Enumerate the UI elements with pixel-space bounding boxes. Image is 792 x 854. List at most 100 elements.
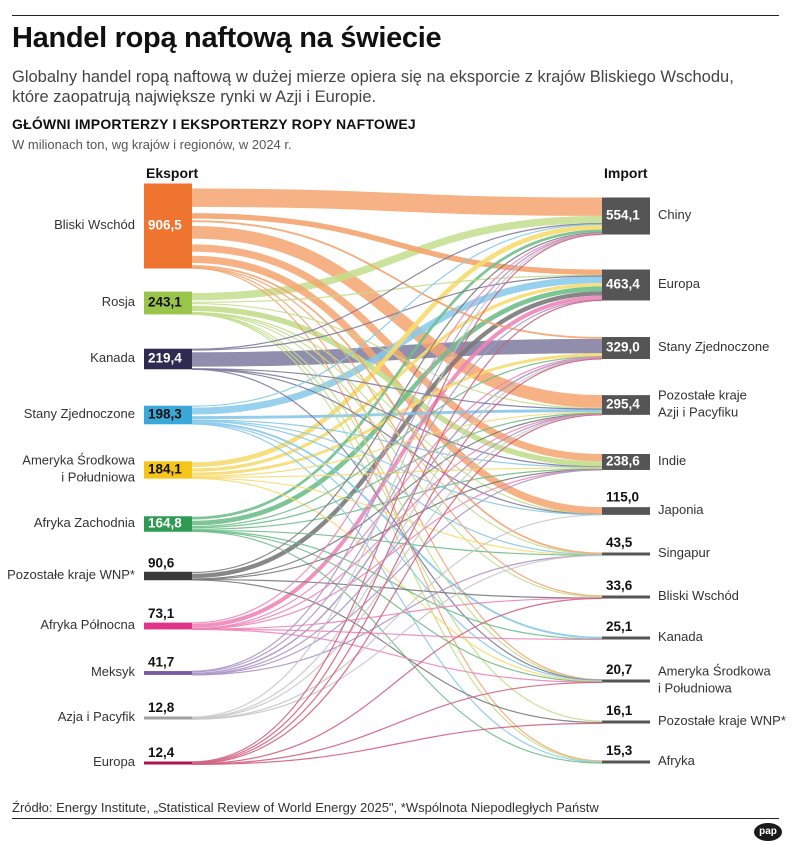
flow-europa-to-pozostale-kraje-azji-i-pacyfiku: [191, 414, 603, 765]
exporter-value-azja-i-pacyfik: 12,8: [148, 700, 175, 715]
flow-afryka-polnocna-to-kanada: [191, 628, 603, 641]
importer-bar-pozostale-kraje-wnp: [602, 720, 650, 724]
flow-ameryka-srodkowa-i-poludniowa-to-singapur: [191, 477, 603, 556]
importer-bar-chiny: [602, 197, 650, 235]
exporter-label-pozostale-kraje-wnp: Pozostałe kraje WNP*: [7, 567, 135, 582]
exporter-value-meksyk: 41,7: [148, 655, 174, 670]
importer-label-kanada: Kanada: [658, 629, 704, 644]
flow-meksyk-to-chiny: [191, 233, 603, 672]
importer-label-chiny: Chiny: [658, 207, 692, 222]
flow-afryka-zachodnia-to-europa: [191, 286, 603, 526]
flow-bliski-wschod-to-pozostale-kraje-azji-i-pacyfiku: [191, 225, 603, 408]
flow-afryka-zachodnia-to-kanada: [191, 530, 603, 640]
flow-bliski-wschod-to-stany-zjednoczone: [191, 220, 603, 339]
flow-stany-zjednoczone-to-japonia: [191, 419, 603, 516]
page-title: Handel ropą naftową na świecie: [12, 22, 442, 54]
page-subtitle: Globalny handel ropą naftową w dużej mie…: [12, 68, 734, 106]
exporter-value-stany-zjednoczone: 198,3: [148, 407, 182, 422]
importer-value-bliski-wschod: 33,6: [606, 578, 633, 593]
exporter-bar-kanada: [144, 348, 192, 370]
exporter-bar-afryka-zachodnia: [144, 516, 192, 532]
flow-stany-zjednoczone-to-ameryka-srodkowa-i-poludniowa: [191, 422, 603, 682]
flow-pozostale-kraje-wnp-to-pozostale-kraje-wnp: [191, 579, 603, 724]
flow-rosja-to-pozostale-kraje-azji-i-pacyfiku: [191, 302, 603, 410]
exporter-value-pozostale-kraje-wnp: 90,6: [148, 555, 175, 570]
importer-label-pozostale-kraje-wnp: Pozostałe kraje WNP*: [658, 713, 786, 728]
top-rule: [12, 15, 779, 16]
source-note: Źródło: Energy Institute, „Statistical R…: [12, 800, 599, 815]
exporter-bar-azja-i-pacyfik: [144, 716, 192, 720]
flow-azja-i-pacyfik-to-stany-zjednoczone: [191, 358, 603, 719]
flow-pozostale-kraje-wnp-to-chiny: [191, 232, 603, 574]
importer-value-pozostale-kraje-azji-i-pacyfiku: 295,4: [606, 397, 640, 412]
importer-bar-europa: [602, 269, 650, 301]
flow-afryka-polnocna-to-chiny: [191, 232, 603, 624]
importer-value-kanada: 25,1: [606, 619, 633, 634]
flow-bliski-wschod-to-chiny: [191, 188, 603, 216]
flow-bliski-wschod-to-europa: [191, 213, 603, 275]
flow-rosja-to-europa: [191, 274, 603, 303]
flow-afryka-polnocna-to-stany-zjednoczone: [191, 356, 603, 630]
flow-afryka-zachodnia-to-afryka: [191, 530, 603, 764]
flow-afryka-polnocna-to-ameryka-srodkowa-i-poludniowa: [191, 628, 603, 683]
importer-label-ameryka-srodkowa-i-poludniowa: Ameryka Środkowa i Południowa: [658, 664, 771, 696]
importers-heading: Import: [604, 165, 648, 181]
exporter-label-europa: Europa: [93, 754, 136, 769]
flow-rosja-to-pozostale-kraje-wnp: [191, 313, 603, 722]
importer-value-singapur: 43,5: [606, 535, 633, 550]
brand-logo: pap: [754, 823, 782, 841]
flow-meksyk-to-pozostale-kraje-azji-i-pacyfiku: [191, 413, 603, 676]
flow-meksyk-to-europa: [191, 299, 603, 673]
flow-bliski-wschod-to-ameryka-srodkowa-i-poludniowa: [191, 267, 603, 681]
flow-afryka-zachodnia-to-chiny: [191, 229, 603, 520]
importer-value-chiny: 554,1: [606, 208, 640, 223]
flow-ameryka-srodkowa-i-poludniowa-to-pozostale-kraje-azji-i-pacyfiku: [191, 411, 603, 477]
flow-kanada-to-chiny: [191, 223, 603, 350]
exporter-value-kanada: 219,4: [148, 351, 182, 366]
flow-bliski-wschod-to-singapur: [191, 265, 603, 555]
importer-label-indie: Indie: [658, 453, 686, 468]
flow-rosja-to-japonia: [191, 311, 603, 516]
importer-label-singapur: Singapur: [658, 545, 711, 560]
flow-bliski-wschod-to-bliski-wschod: [191, 266, 603, 597]
flow-azja-i-pacyfik-to-chiny: [191, 233, 603, 718]
importer-bar-ameryka-srodkowa-i-poludniowa: [602, 679, 650, 683]
importer-bar-afryka: [602, 760, 650, 764]
flow-europa-to-stany-zjednoczone: [191, 358, 603, 764]
nodes-layer: [144, 183, 650, 765]
flow-pozostale-kraje-wnp-to-indie: [191, 468, 603, 580]
flow-afryka-zachodnia-to-stany-zjednoczone: [191, 356, 603, 528]
flow-rosja-to-indie: [191, 305, 603, 467]
flow-ameryka-srodkowa-i-poludniowa-to-chiny: [191, 224, 603, 468]
importer-bar-singapur: [602, 552, 650, 556]
exporter-value-afryka-zachodnia: 164,8: [148, 516, 182, 531]
flow-bliski-wschod-to-indie: [191, 244, 603, 462]
exporter-value-europa: 12,4: [148, 745, 175, 760]
exporter-label-meksyk: Meksyk: [91, 664, 136, 679]
exporters-heading: Eksport: [146, 165, 198, 181]
flow-afryka-polnocna-to-indie: [191, 469, 603, 630]
flow-stany-zjednoczone-to-singapur: [191, 420, 603, 556]
flow-meksyk-to-singapur: [191, 554, 603, 676]
flows-layer: [191, 188, 603, 765]
flow-ameryka-srodkowa-i-poludniowa-to-europa: [191, 283, 603, 472]
flow-bliski-wschod-to-afryka: [191, 267, 603, 762]
flow-stany-zjednoczone-to-afryka: [191, 423, 603, 763]
importer-value-indie: 238,6: [606, 454, 640, 469]
exporter-bar-bliski-wschod: [144, 183, 192, 269]
flow-europa-to-chiny: [191, 233, 603, 763]
flow-azja-i-pacyfik-to-japonia: [191, 514, 603, 720]
flow-afryka-polnocna-to-pozostale-kraje-azji-i-pacyfiku: [191, 413, 603, 630]
importer-value-europa: 463,4: [606, 277, 640, 292]
importer-value-ameryka-srodkowa-i-poludniowa: 20,7: [606, 662, 632, 677]
flow-rosja-to-chiny: [191, 215, 603, 301]
flow-ameryka-srodkowa-i-poludniowa-to-indie: [191, 467, 603, 478]
flow-kanada-to-pozostale-kraje-azji-i-pacyfiku: [191, 368, 603, 410]
flow-stany-zjednoczone-to-chiny: [191, 223, 603, 407]
labels-layer: 906,5 Bliski Wschód 243,1 Rosja 219,4 Kanada 1…: [7, 165, 786, 769]
exporter-bar-rosja: [144, 291, 192, 315]
flow-europa-to-europa: [191, 299, 603, 764]
flow-rosja-to-singapur: [191, 312, 603, 555]
importer-label-bliski-wschod: Bliski Wschód: [658, 588, 739, 603]
importer-bar-kanada: [602, 636, 650, 640]
